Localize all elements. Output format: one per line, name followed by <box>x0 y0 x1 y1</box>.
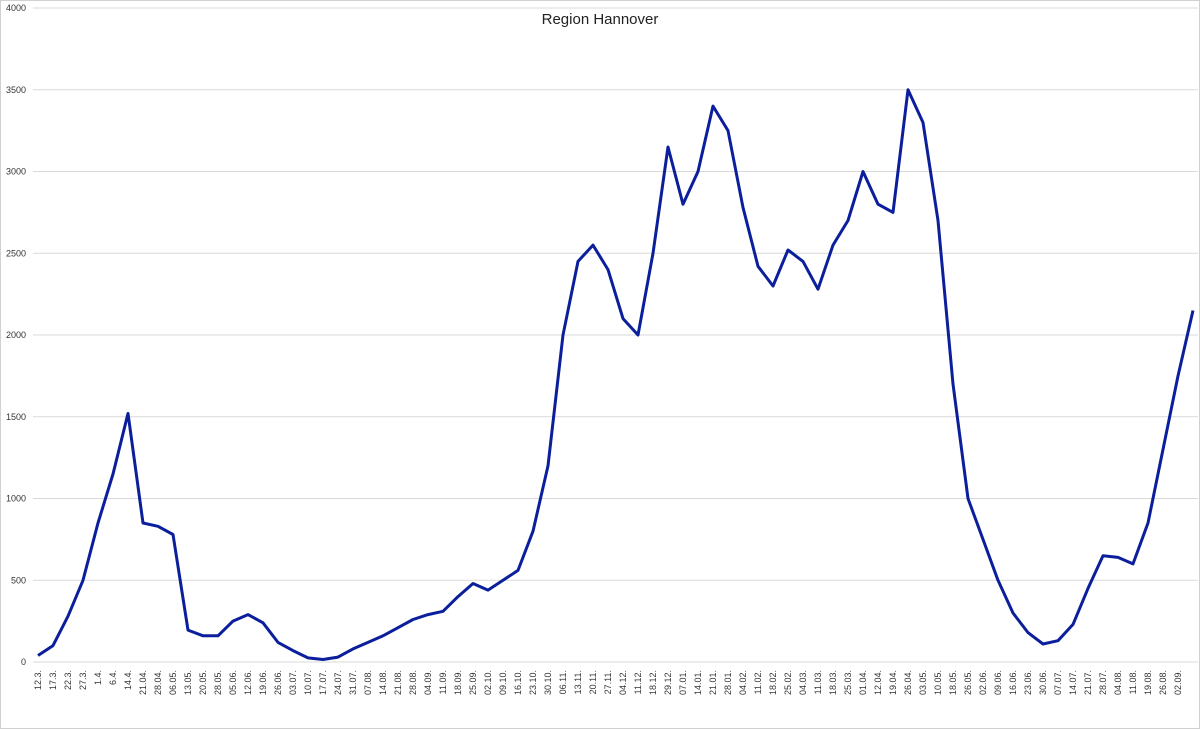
y-tick-label: 4000 <box>6 3 26 13</box>
x-tick-label: 11.03. <box>813 670 823 694</box>
x-tick-label: 17.3. <box>48 670 58 690</box>
x-tick-label: 11.02. <box>753 670 763 694</box>
x-tick-label: 30.06. <box>1038 670 1048 695</box>
x-tick-label: 19.06. <box>258 670 268 695</box>
y-tick-label: 500 <box>11 575 26 585</box>
x-tick-label: 18.12. <box>648 670 658 695</box>
y-tick-label: 2500 <box>6 248 26 258</box>
x-tick-label: 04.12. <box>618 670 628 695</box>
x-tick-label: 18.03. <box>828 670 838 695</box>
x-tick-label: 19.04. <box>888 670 898 695</box>
y-tick-label: 3500 <box>6 85 26 95</box>
x-tick-label: 23.06. <box>1023 670 1033 695</box>
x-tick-label: 02.06. <box>978 670 988 695</box>
x-tick-label: 31.07. <box>348 670 358 695</box>
x-tick-label: 14.07. <box>1068 670 1078 695</box>
x-tick-label: 09.10. <box>498 670 508 695</box>
x-tick-label: 26.04. <box>903 670 913 695</box>
x-tick-label: 18.05. <box>948 670 958 695</box>
x-tick-label: 07.08. <box>363 670 373 695</box>
y-tick-label: 0 <box>21 657 26 667</box>
x-tick-label: 22.3. <box>63 670 73 690</box>
y-tick-label: 3000 <box>6 167 26 177</box>
x-tick-label: 6.4. <box>108 670 118 685</box>
x-tick-label: 14.01. <box>693 670 703 695</box>
x-tick-label: 09.06. <box>993 670 1003 695</box>
x-tick-label: 13.05. <box>183 670 193 695</box>
y-tick-label: 2000 <box>6 330 26 340</box>
x-tick-label: 07.01. <box>678 670 688 695</box>
x-tick-label: 21.07. <box>1083 670 1093 695</box>
x-tick-label: 20.11. <box>588 670 598 694</box>
x-tick-label: 18.02. <box>768 670 778 695</box>
x-tick-label: 07.07. <box>1053 670 1063 695</box>
x-tick-label: 04.03. <box>798 670 808 695</box>
x-tick-label: 03.07. <box>288 670 298 695</box>
x-tick-label: 26.05. <box>963 670 973 695</box>
x-tick-label: 04.02. <box>738 670 748 695</box>
x-tick-label: 23.10. <box>528 670 538 695</box>
x-tick-label: 24.07. <box>333 670 343 695</box>
x-tick-label: 14.4. <box>123 670 133 690</box>
x-tick-label: 11.12. <box>633 670 643 694</box>
chart-title: Region Hannover <box>542 11 659 28</box>
x-tick-label: 26.06. <box>273 670 283 695</box>
x-tick-label: 10.07. <box>303 670 313 695</box>
x-tick-label: 16.06. <box>1008 670 1018 695</box>
x-tick-label: 21.08. <box>393 670 403 695</box>
x-tick-label: 06.11. <box>558 670 568 694</box>
x-tick-label: 26.08. <box>1158 670 1168 695</box>
x-tick-label: 20.05. <box>198 670 208 695</box>
data-line <box>37 88 1195 661</box>
x-tick-label: 05.06. <box>228 670 238 695</box>
x-tick-label: 27.3. <box>78 670 88 690</box>
x-tick-label: 03.05. <box>918 670 928 695</box>
x-tick-label: 21.04. <box>138 670 148 695</box>
x-tick-label: 06.05. <box>168 670 178 695</box>
x-tick-label: 27.11. <box>603 670 613 694</box>
x-tick-label: 02.09. <box>1173 670 1183 695</box>
x-tick-label: 10.05. <box>933 670 943 695</box>
x-tick-label: 28.01. <box>723 670 733 695</box>
x-tick-label: 02.10. <box>483 670 493 695</box>
x-tick-label: 12.04. <box>873 670 883 695</box>
x-tick-label: 21.01. <box>708 670 718 695</box>
x-tick-label: 30.10. <box>543 670 553 695</box>
x-tick-label: 16.10. <box>513 670 523 695</box>
x-tick-label: 28.05. <box>213 670 223 695</box>
x-tick-label: 25.02. <box>783 670 793 695</box>
x-tick-label: 17.07. <box>318 670 328 695</box>
x-tick-label: 12.3. <box>33 670 43 690</box>
x-tick-label: 11.09. <box>438 670 448 694</box>
x-tick-label: 28.08. <box>408 670 418 695</box>
y-tick-label: 1500 <box>6 412 26 422</box>
x-tick-label: 12.06. <box>243 670 253 695</box>
x-tick-label: 28.07. <box>1098 670 1108 695</box>
x-tick-label: 13.11. <box>573 670 583 694</box>
x-tick-label: 25.03. <box>843 670 853 695</box>
x-tick-label: 25.09. <box>468 670 478 695</box>
x-tick-label: 18.09. <box>453 670 463 695</box>
x-tick-label: 29.12. <box>663 670 673 695</box>
x-tick-label: 1.4. <box>93 670 103 685</box>
y-tick-label: 1000 <box>6 494 26 504</box>
x-tick-label: 19.08. <box>1143 670 1153 695</box>
x-tick-label: 11.08. <box>1128 670 1138 694</box>
x-tick-label: 14.08. <box>378 670 388 695</box>
x-tick-label: 01.04. <box>858 670 868 695</box>
x-tick-label: 28.04. <box>153 670 163 695</box>
x-tick-label: 04.08. <box>1113 670 1123 695</box>
x-tick-label: 04.09. <box>423 670 433 695</box>
